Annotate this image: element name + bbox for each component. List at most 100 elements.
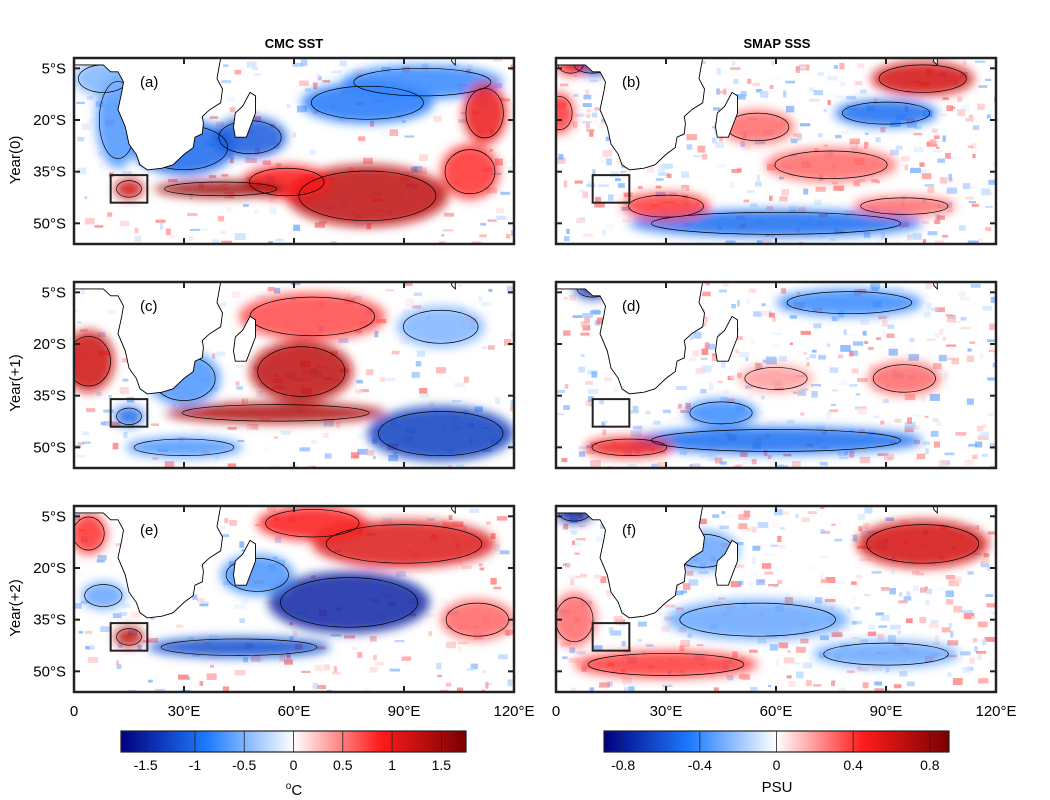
noise-cell	[925, 448, 929, 455]
noise-cell	[898, 600, 908, 604]
noise-cell	[584, 317, 590, 324]
panel-field	[556, 506, 996, 692]
noise-cell	[697, 370, 701, 375]
noise-cell	[661, 625, 671, 632]
noise-cell	[775, 678, 780, 684]
noise-cell	[481, 302, 492, 307]
noise-cell	[772, 343, 779, 347]
noise-cell	[720, 396, 728, 401]
noise-cell	[853, 180, 860, 187]
panel-a: 5°S 20°S 35°S 50°S (a)	[33, 56, 516, 246]
noise-cell	[854, 81, 863, 86]
noise-cell	[767, 455, 772, 460]
noise-cell	[935, 307, 945, 313]
noise-cell	[251, 67, 259, 70]
noise-cell	[823, 108, 827, 113]
noise-cell	[977, 103, 985, 111]
noise-cell	[862, 682, 869, 689]
noise-cell	[177, 674, 189, 680]
noise-cell	[489, 217, 498, 221]
noise-cell	[314, 222, 325, 228]
noise-cell	[946, 599, 954, 605]
noise-cell	[860, 639, 868, 643]
panel-label: (e)	[140, 522, 158, 539]
noise-cell	[987, 535, 992, 541]
noise-cell	[123, 432, 128, 438]
noise-cell	[946, 105, 953, 111]
noise-cell	[624, 687, 630, 692]
contour-line	[402, 309, 479, 344]
noise-cell	[795, 646, 806, 653]
panel-field	[556, 58, 996, 244]
noise-cell	[657, 462, 667, 468]
noise-cell	[582, 120, 592, 124]
noise-cell	[838, 688, 846, 692]
noise-cell	[901, 156, 910, 162]
anomaly-blob	[114, 626, 144, 648]
noise-cell	[946, 187, 958, 194]
noise-cell	[374, 661, 385, 666]
noise-cell	[806, 362, 810, 367]
noise-cell	[852, 597, 857, 603]
panel-f: 0 30°E 60°E 90°E 120°E (f)	[552, 504, 1017, 720]
contour-line	[556, 597, 594, 643]
noise-cell	[159, 222, 164, 230]
noise-cell	[880, 420, 885, 425]
noise-cell	[761, 239, 772, 244]
noise-cell	[372, 456, 376, 459]
noise-cell	[356, 434, 363, 439]
noise-cell	[846, 334, 857, 337]
noise-cell	[697, 145, 706, 153]
noise-cell	[81, 431, 89, 436]
noise-cell	[479, 567, 485, 571]
noise-cell	[510, 400, 514, 407]
noise-cell	[793, 133, 802, 137]
noise-cell	[790, 138, 798, 144]
noise-cell	[813, 90, 823, 96]
noise-cell	[369, 666, 378, 673]
noise-cell	[578, 446, 588, 450]
noise-cell	[677, 403, 682, 409]
noise-cell	[394, 640, 405, 643]
noise-cell	[786, 675, 792, 679]
noise-cell	[570, 530, 577, 535]
noise-cell	[412, 305, 422, 309]
colorbar-tick-label: 1.5	[432, 757, 452, 773]
noise-cell	[947, 672, 952, 678]
noise-cell	[913, 414, 922, 417]
noise-cell	[388, 455, 399, 462]
noise-cell	[824, 414, 831, 420]
noise-cell	[944, 452, 955, 456]
noise-cell	[914, 125, 922, 130]
noise-cell	[574, 180, 583, 184]
noise-cell	[85, 218, 95, 225]
noise-cell	[705, 456, 710, 460]
noise-cell	[730, 581, 742, 588]
noise-cell	[448, 465, 452, 468]
contour-line	[248, 167, 325, 197]
noise-cell	[495, 397, 501, 404]
noise-cell	[212, 239, 220, 244]
colorbar-tick-label: 0	[290, 757, 298, 773]
noise-cell	[835, 134, 842, 139]
noise-cell	[981, 424, 987, 429]
noise-cell	[823, 144, 828, 147]
noise-cell	[286, 104, 291, 109]
noise-cell	[309, 149, 316, 155]
noise-cell	[834, 538, 843, 542]
noise-cell	[655, 178, 664, 181]
anomaly-blob	[574, 650, 758, 679]
noise-cell	[348, 687, 356, 692]
noise-cell	[615, 178, 621, 182]
noise-cell	[254, 73, 262, 76]
contour-line	[650, 211, 902, 235]
noise-cell	[857, 63, 865, 69]
noise-cell	[757, 522, 769, 528]
noise-cell	[591, 371, 598, 378]
noise-cell	[788, 204, 798, 211]
noise-cell	[713, 107, 720, 111]
noise-cell	[887, 324, 895, 329]
noise-cell	[811, 349, 817, 353]
noise-cell	[988, 413, 994, 416]
noise-cell	[827, 99, 831, 105]
